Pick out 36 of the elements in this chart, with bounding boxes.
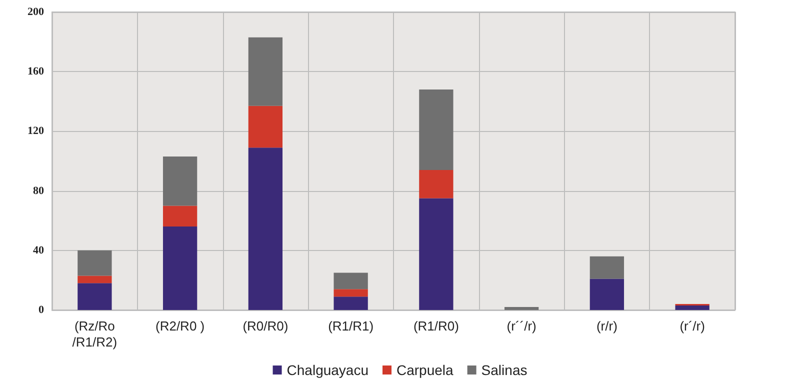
bar [78, 276, 112, 284]
bar [334, 272, 368, 290]
bar [590, 278, 624, 310]
x-tick-label: (r´/r) [680, 318, 705, 334]
bar [162, 156, 198, 206]
bar [419, 198, 454, 310]
x-tick-label: (Rz/Ro /R1/R2) [72, 318, 118, 350]
y-tick-label: 200 [28, 6, 44, 18]
bar [675, 306, 710, 310]
bar [78, 283, 112, 310]
y-tick-label: 0 [38, 304, 44, 316]
bar [419, 170, 454, 198]
bar [78, 250, 112, 276]
x-tick-label: (r´´/r) [506, 318, 536, 334]
y-tick-label: 120 [28, 125, 44, 138]
x-tick-label: (R1/R1) [328, 318, 374, 334]
x-tick-label: (R1/R0) [413, 318, 459, 334]
legend-label: Carpuela [396, 362, 454, 378]
bar [248, 37, 283, 106]
y-tick-label: 40 [33, 244, 44, 256]
x-tick-label: (R2/R0 ) [156, 318, 205, 334]
y-tick-label: 80 [33, 184, 44, 197]
legend-label: Chalguayacu [286, 362, 369, 378]
legend-label: Salinas [481, 362, 528, 378]
bar [248, 106, 283, 148]
bar [419, 89, 454, 170]
bar [590, 256, 624, 279]
bar [504, 307, 539, 310]
bar [248, 148, 283, 310]
bar [334, 296, 368, 310]
bar [162, 226, 198, 310]
y-tick-label: 160 [28, 66, 44, 78]
x-tick-label: (R0/R0) [242, 318, 288, 334]
bar [162, 206, 198, 227]
bar [334, 289, 368, 297]
x-tick-label: (r/r) [596, 318, 618, 334]
